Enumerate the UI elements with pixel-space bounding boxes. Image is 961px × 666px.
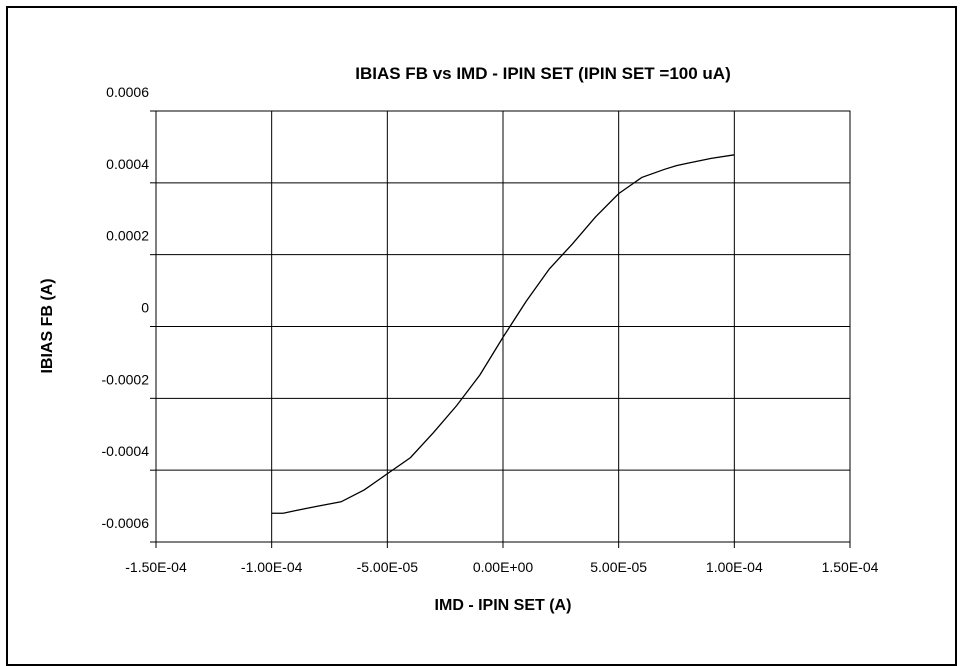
x-tick-label: 5.00E-05 bbox=[590, 559, 647, 575]
y-axis-ticks: 0.0006 0.0004 0.0002 0 -0.0002 -0.0004 -0.0006 bbox=[102, 84, 156, 543]
x-axis-title: IMD - IPIN SET (A) bbox=[435, 597, 572, 614]
gridlines bbox=[155, 110, 851, 543]
x-tick-label: 1.50E-04 bbox=[822, 559, 879, 575]
series-layer bbox=[271, 154, 735, 514]
y-axis-title: IBIAS FB (A) bbox=[39, 278, 56, 373]
x-tick-label: -5.00E-05 bbox=[357, 559, 419, 575]
x-axis-ticks: -1.50E-04 -1.00E-04 -5.00E-05 0.00E+00 5.00E… bbox=[125, 542, 879, 575]
x-tick-label: 1.00E-04 bbox=[706, 559, 763, 575]
y-tick-label: 0.0006 bbox=[106, 84, 149, 100]
y-tick-label: 0.0004 bbox=[106, 156, 149, 172]
y-tick-label: -0.0006 bbox=[102, 515, 150, 531]
y-tick-label: 0.0002 bbox=[106, 228, 149, 244]
x-tick-label: 0.00E+00 bbox=[473, 559, 534, 575]
chart-title: IBIAS FB vs IMD - IPIN SET (IPIN SET =10… bbox=[355, 64, 731, 83]
y-tick-label: -0.0002 bbox=[102, 371, 150, 387]
series-line bbox=[271, 154, 735, 514]
x-tick-label: -1.50E-04 bbox=[125, 559, 187, 575]
y-tick-label: -0.0004 bbox=[102, 443, 150, 459]
y-tick-label: 0 bbox=[141, 300, 149, 316]
line-chart: -1.50E-04 -1.00E-04 -5.00E-05 0.00E+00 5.00E… bbox=[39, 64, 879, 614]
x-tick-label: -1.00E-04 bbox=[241, 559, 303, 575]
